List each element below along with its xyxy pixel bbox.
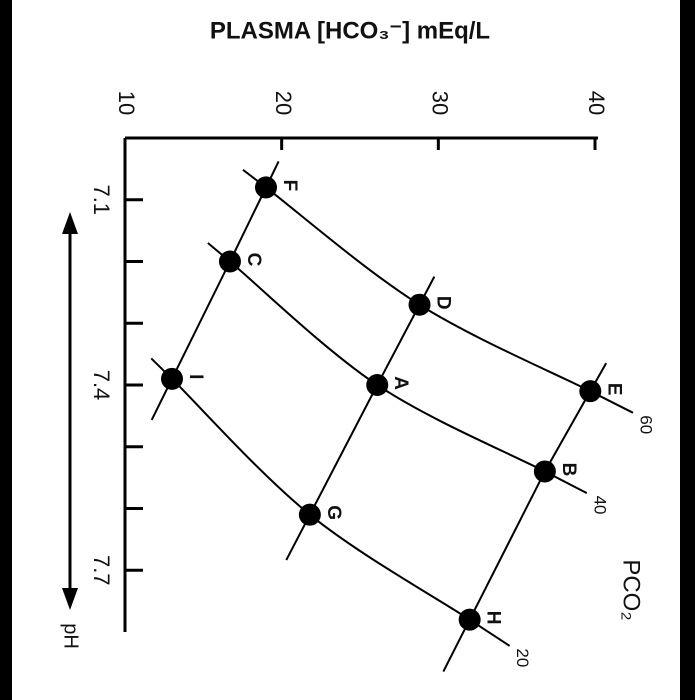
data-point <box>366 374 389 396</box>
x-axis-label: pH <box>60 623 82 649</box>
data-point <box>579 380 602 403</box>
point-label: A <box>390 376 411 390</box>
point-label: C <box>243 253 264 267</box>
point-label: E <box>603 383 624 396</box>
data-point <box>458 608 481 631</box>
data-point <box>533 460 556 483</box>
point-label: F <box>279 180 300 192</box>
data-point <box>408 293 431 316</box>
x-tick-label: 40 <box>584 91 609 115</box>
curve-label: 20 <box>513 648 532 667</box>
y-tick-label: 7.4 <box>89 370 114 401</box>
data-point <box>255 176 277 199</box>
x-tick-label: 20 <box>271 91 296 115</box>
x-tick-label: 30 <box>428 91 453 115</box>
data-point <box>161 367 183 390</box>
curve-label: 60 <box>637 415 656 434</box>
point-label: B <box>558 463 579 477</box>
chart-title: PLASMA [HCO₃⁻] mEq/L <box>210 17 490 44</box>
point-label: H <box>483 611 504 625</box>
data-point <box>298 503 321 526</box>
background <box>12 0 680 700</box>
point-label: I <box>185 374 206 379</box>
curve-group-label: PCO₂ <box>618 559 645 620</box>
data-point <box>218 250 241 273</box>
curve-label: 40 <box>590 496 609 515</box>
point-label: G <box>323 505 344 520</box>
y-tick-label: 7.1 <box>89 184 114 215</box>
x-tick-label: 10 <box>114 91 139 115</box>
y-tick-label: 7.7 <box>89 555 114 586</box>
point-label: D <box>433 296 454 310</box>
